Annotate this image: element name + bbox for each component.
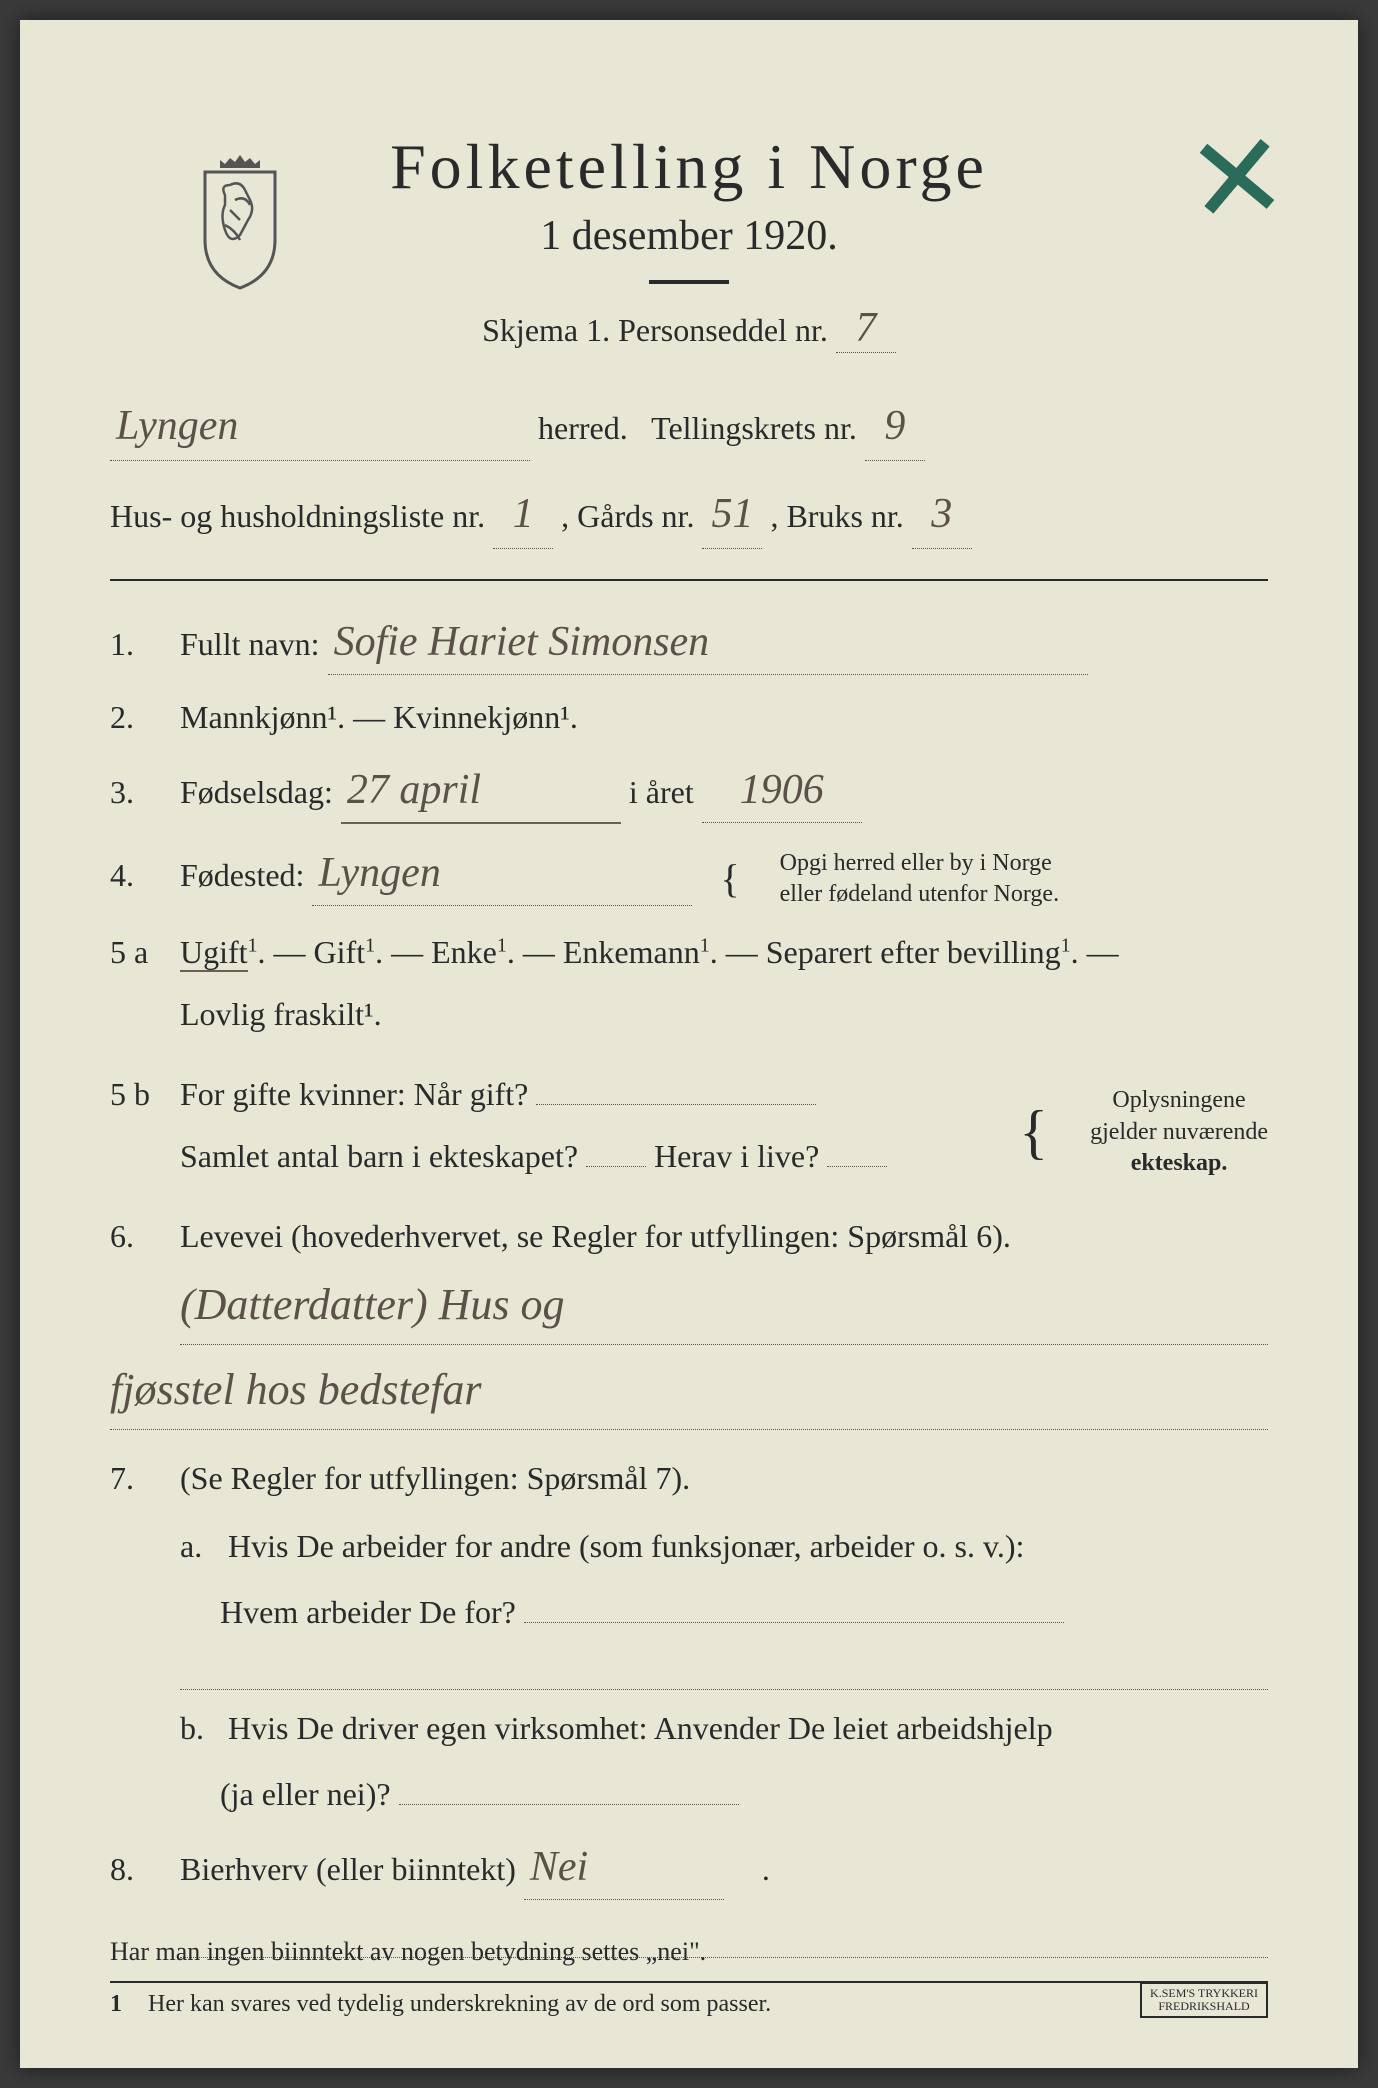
q8-label: Bierhverv (eller biinntekt) — [180, 1851, 516, 1887]
question-2: 2. Mannkjønn¹. — Kvinnekjønn¹. — [110, 693, 1268, 741]
stamp-2: FREDRIKSHALD — [1158, 1999, 1249, 2013]
question-5a: 5 a Ugift1. — Gift1. — Enke1. — Enkemann… — [110, 928, 1268, 1052]
footnote: 1 Her kan svares ved tydelig underskrekn… — [110, 1991, 1268, 2018]
q5b-blank3 — [827, 1166, 887, 1167]
q7b-text1: Hvis De driver egen virksomhet: Anvender… — [228, 1710, 1053, 1746]
q5b-note2: gjelder nuværende — [1090, 1119, 1268, 1145]
q7-label: (Se Regler for utfyllingen: Spørsmål 7). — [180, 1454, 1268, 1502]
census-form-page: ✕ Folketelling i Norge 1 desember 1920. … — [20, 20, 1358, 2068]
bruks-label: , Bruks nr. — [770, 498, 903, 534]
q4-value: Lyngen — [312, 842, 692, 906]
footer-divider — [110, 1981, 1268, 1983]
q3-mid: i året — [629, 774, 694, 810]
question-3: 3. Fødselsdag: 27 april i året 1906 — [110, 759, 1268, 824]
q5a-text2: Lovlig fraskilt¹. — [180, 990, 1268, 1038]
brace-icon: { — [1019, 1087, 1048, 1177]
q4-note-1: Opgi herred eller by i Norge — [780, 850, 1052, 876]
question-7: 7. (Se Regler for utfyllingen: Spørsmål … — [110, 1454, 1268, 1818]
q5b-label3: Herav i live? — [654, 1138, 819, 1174]
q1-label: Fullt navn: — [180, 626, 320, 662]
q7a-letter: a. — [180, 1522, 220, 1570]
question-6: 6. Levevei (hovederhvervet, se Regler fo… — [110, 1212, 1268, 1436]
q5b-num: 5 b — [110, 1070, 180, 1118]
q5b-label2: Samlet antal barn i ekteskapet? — [180, 1138, 578, 1174]
meta-row-1: Lyngen herred. Tellingskrets nr. 9 — [110, 393, 1268, 461]
q5b-blank1 — [536, 1104, 816, 1105]
footer-note: Har man ingen biinntekt av nogen betydni… — [110, 1937, 1268, 1967]
q7-num: 7. — [110, 1454, 180, 1502]
q7a-text2: Hvem arbeider De for? — [220, 1594, 516, 1630]
question-4: 4. Fødested: Lyngen { Opgi herred eller … — [110, 842, 1268, 910]
q3-day: 27 april — [341, 759, 621, 824]
q3-num: 3. — [110, 768, 180, 816]
q7a-text1: Hvis De arbeider for andre (som funksjon… — [228, 1528, 1024, 1564]
footnote-text: Her kan svares ved tydelig underskreknin… — [148, 1991, 771, 2017]
form-header: Folketelling i Norge 1 desember 1920. Sk… — [110, 130, 1268, 353]
q5b-label1: For gifte kvinner: Når gift? — [180, 1076, 528, 1112]
q6-value-2: fjøsstel hos bedstefar — [110, 1351, 1268, 1430]
question-8: 8. Bierhverv (eller biinntekt) Nei . — [110, 1836, 1268, 1900]
stamp-1: K.SEM'S TRYKKERI — [1150, 1986, 1258, 2000]
q8-num: 8. — [110, 1845, 180, 1893]
husliste-label: Hus- og husholdningsliste nr. — [110, 498, 485, 534]
q6-value-1: (Datterdatter) Hus og — [180, 1266, 1268, 1345]
q2-num: 2. — [110, 693, 180, 741]
q4-note-2: eller fødeland utenfor Norge. — [780, 881, 1059, 907]
q5b-note: Oplysningene gjelder nuværende ekteskap. — [1078, 1085, 1268, 1179]
question-1: 1. Fullt navn: Sofie Hariet Simonsen — [110, 611, 1268, 675]
coat-of-arms-icon — [190, 150, 290, 290]
q5a-num: 5 a — [110, 928, 180, 976]
form-footer: Har man ingen biinntekt av nogen betydni… — [110, 1937, 1268, 2018]
gards-nr: 51 — [702, 481, 762, 549]
tellingskrets-nr: 9 — [865, 393, 925, 461]
q3-label: Fødselsdag: — [180, 774, 333, 810]
q4-note: Opgi herred eller by i Norge eller fødel… — [768, 848, 1059, 910]
q7b-letter: b. — [180, 1704, 220, 1752]
q5a-selected: Ugift — [180, 934, 248, 972]
q1-num: 1. — [110, 620, 180, 668]
meta-row-2: Hus- og husholdningsliste nr. 1 , Gårds … — [110, 481, 1268, 549]
q4-label: Fødested: — [180, 857, 304, 893]
personseddel-nr: 7 — [836, 304, 896, 353]
herred-label: herred. — [538, 410, 628, 446]
footnote-num: 1 — [110, 1991, 122, 2017]
q7a-blank-line — [180, 1650, 1268, 1690]
q7a-blank — [524, 1622, 1064, 1623]
skjema-line: Skjema 1. Personseddel nr. 7 — [110, 304, 1268, 353]
gards-label: , Gårds nr. — [561, 498, 694, 534]
main-divider — [110, 579, 1268, 581]
q6-label: Levevei (hovederhvervet, se Regler for u… — [180, 1212, 1268, 1260]
question-5b: 5 b For gifte kvinner: Når gift? Samlet … — [110, 1070, 1268, 1194]
q3-year: 1906 — [702, 759, 862, 823]
q7b-text2: (ja eller nei)? — [220, 1776, 391, 1812]
q1-value: Sofie Hariet Simonsen — [328, 611, 1088, 675]
brace-icon: { — [720, 856, 739, 901]
q7b-blank — [399, 1804, 739, 1805]
husliste-nr: 1 — [493, 481, 553, 549]
title-divider — [649, 280, 729, 284]
q5b-blank2 — [586, 1166, 646, 1167]
bruks-nr: 3 — [912, 481, 972, 549]
q2-label: Mannkjønn¹. — Kvinnekjønn¹. — [180, 693, 1268, 741]
skjema-label: Skjema 1. Personseddel nr. — [482, 312, 828, 348]
q4-num: 4. — [110, 851, 180, 899]
tellingskrets-label: Tellingskrets nr. — [651, 410, 857, 446]
printer-stamp: K.SEM'S TRYKKERI FREDRIKSHALD — [1140, 1982, 1268, 2018]
herred-value: Lyngen — [110, 393, 530, 461]
q8-value: Nei — [524, 1836, 724, 1900]
q5b-note3: ekteskap. — [1131, 1150, 1228, 1176]
q5b-note1: Oplysningene — [1112, 1087, 1245, 1113]
q6-num: 6. — [110, 1212, 180, 1260]
